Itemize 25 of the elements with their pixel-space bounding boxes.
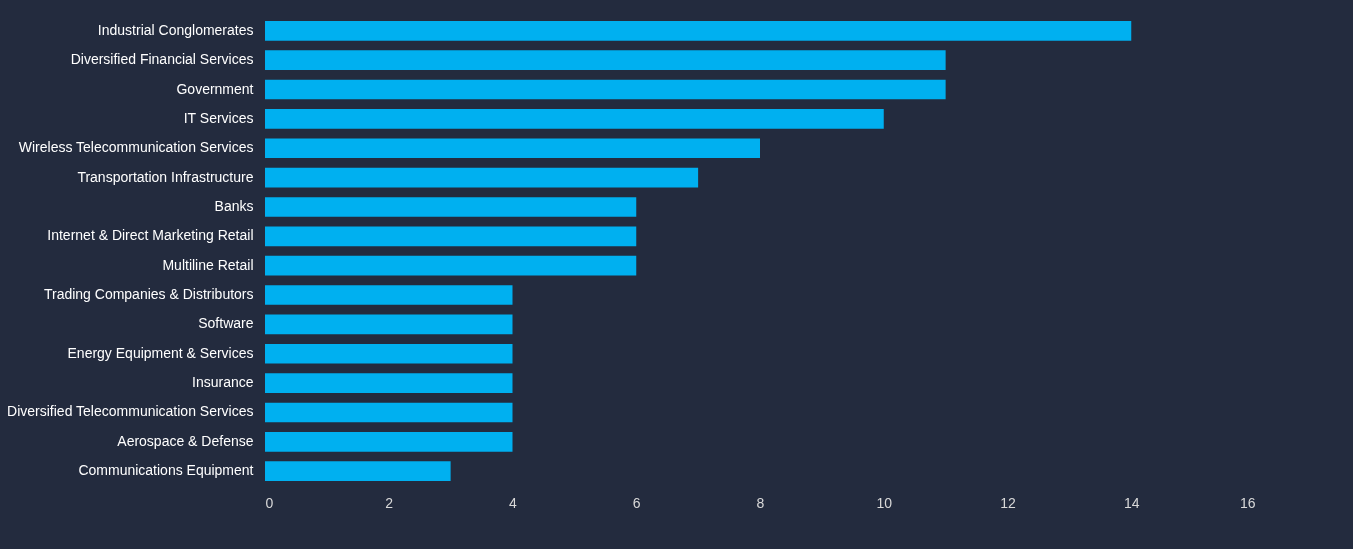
- y-tick-label: Diversified Telecommunication Services: [7, 403, 254, 420]
- y-tick-label: Communications Equipment: [78, 462, 254, 479]
- y-tick-label: Government: [176, 80, 254, 97]
- y-tick-label: Diversified Financial Services: [70, 51, 254, 68]
- y-tick-label: Banks: [214, 197, 254, 214]
- x-tick-label: 10: [876, 494, 893, 511]
- y-tick-label: Insurance: [192, 374, 254, 391]
- x-tick-label: 2: [385, 494, 394, 511]
- y-tick-label: Multiline Retail: [162, 256, 254, 273]
- x-tick-label: 4: [509, 494, 518, 511]
- x-tick-label: 12: [1000, 494, 1016, 511]
- y-tick-label: Trading Companies & Distributors: [43, 286, 254, 303]
- x-tick-label: 14: [1123, 494, 1140, 511]
- y-tick-label: Energy Equipment & Services: [67, 344, 254, 361]
- x-tick-label: 0: [265, 494, 274, 511]
- y-tick-label: Transportation Infrastructure: [77, 168, 254, 185]
- y-tick-label: Software: [198, 315, 254, 332]
- y-tick-label: IT Services: [183, 109, 254, 126]
- x-tick-label: 6: [632, 494, 641, 511]
- y-tick-label: Aerospace & Defense: [117, 432, 254, 449]
- y-tick-label: Industrial Conglomerates: [97, 21, 254, 38]
- y-tick-label: Internet & Direct Marketing Retail: [47, 227, 254, 244]
- x-tick-label: 16: [1239, 494, 1256, 511]
- y-tick-label: Wireless Telecommunication Services: [18, 139, 254, 156]
- x-tick-label: 8: [756, 494, 765, 511]
